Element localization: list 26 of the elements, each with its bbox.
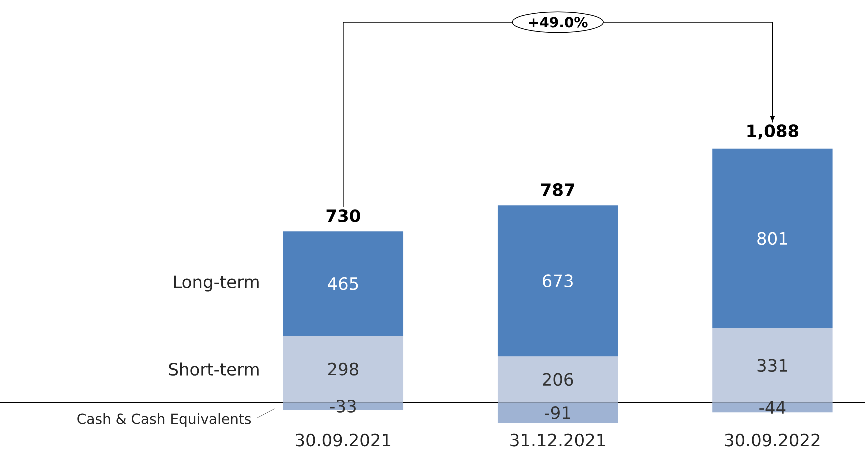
data-label: 331 [758,359,788,372]
text: +49.0% [529,17,588,28]
bar [498,206,618,357]
bar [712,148,833,329]
data-label: -44 [760,402,786,414]
total-label: 730 [326,210,360,222]
bar [498,402,618,424]
data-label: 801 [758,232,788,246]
total-label: 1,088 [748,124,799,140]
data-label: 298 [328,362,358,376]
bar [712,402,833,413]
bar [283,232,404,336]
data-label: -33 [330,400,356,413]
bar [712,328,833,403]
x-tick-label: 30.09.2021 [296,434,391,447]
data-label: -91 [545,406,570,420]
data-label: 673 [543,274,573,288]
x-tick-label: 30.09.2022 [725,434,820,447]
x-tick-label: 31.12.2021 [510,434,606,447]
total-label: 787 [541,184,574,196]
series-label: Long-term [174,276,259,292]
data-label: 465 [328,277,358,290]
series-label: Short-term [169,362,259,376]
bar [498,356,618,403]
text: Cash & Cash Equivalents [78,414,252,428]
data-label: 206 [543,373,574,386]
